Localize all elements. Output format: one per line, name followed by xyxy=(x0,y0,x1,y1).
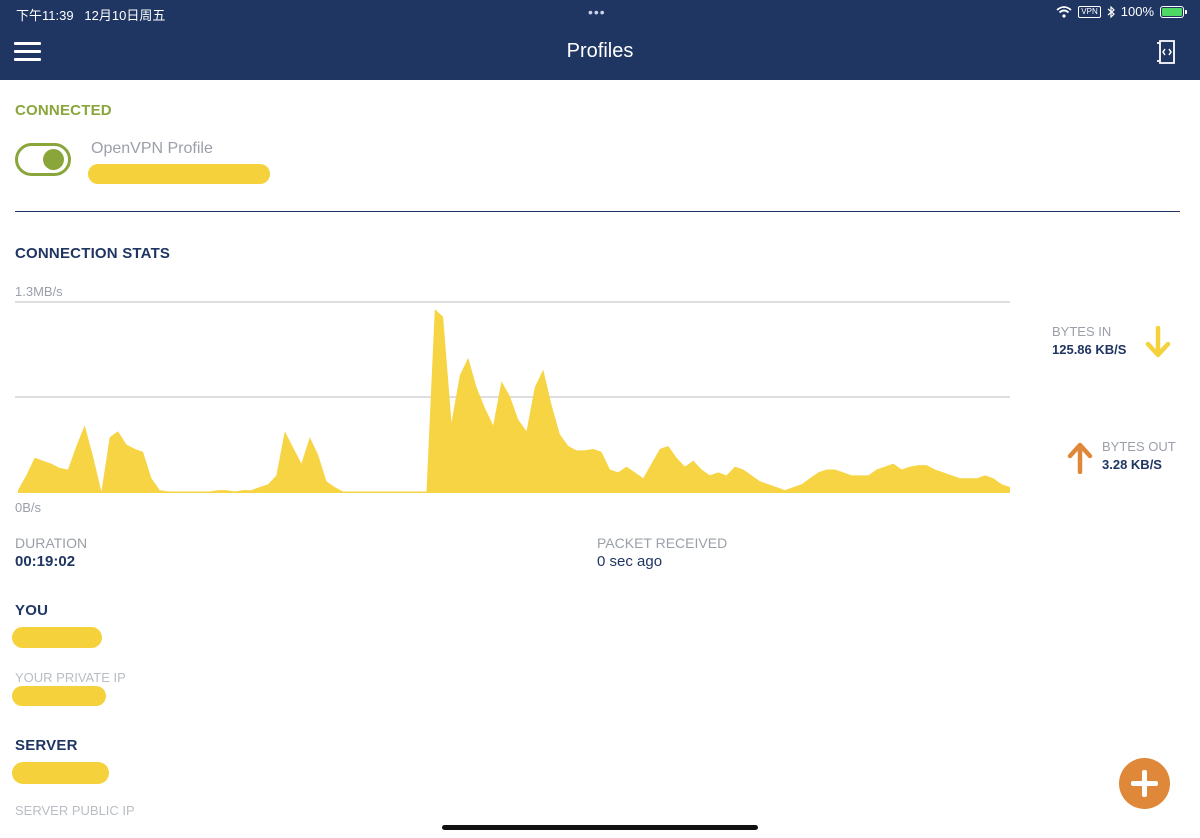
status-indicators: VPN 100% xyxy=(1056,4,1187,19)
server-public-ip-label: SERVER PUBLIC IP xyxy=(15,803,135,818)
battery-tip xyxy=(1185,9,1187,14)
status-time: 下午11:39 12月10日周五 xyxy=(16,5,165,24)
duration-label: DURATION xyxy=(15,535,88,551)
vpn-toggle[interactable] xyxy=(15,143,71,176)
y-min-label: 0B/s xyxy=(15,500,42,515)
bytes-out-label: BYTES OUT xyxy=(1102,439,1176,454)
log-icon[interactable] xyxy=(1154,39,1180,65)
bytes-in-area xyxy=(18,309,1010,493)
you-heading: YOU xyxy=(15,602,49,619)
menu-bar xyxy=(14,42,41,45)
time-text: 下午11:39 xyxy=(16,8,74,23)
multitask-dots[interactable]: ••• xyxy=(588,4,606,20)
bytes-out-value: 3.28 KB/S xyxy=(1102,457,1162,472)
y-max-label: 1.3MB/s xyxy=(15,284,63,299)
menu-bar xyxy=(14,58,41,61)
connection-stats-heading: CONNECTION STATS xyxy=(15,245,171,262)
home-indicator[interactable] xyxy=(442,825,758,830)
private-ip-label: YOUR PRIVATE IP xyxy=(15,670,126,685)
traffic-chart: 1.3MB/s 0B/s xyxy=(15,284,1010,515)
redacted-private-ip xyxy=(12,686,106,706)
battery-level xyxy=(1162,7,1182,16)
redacted-server-name xyxy=(12,762,109,784)
divider xyxy=(15,211,1180,212)
arrow-down-icon xyxy=(1145,326,1171,358)
date-text: 12月10日周五 xyxy=(84,8,166,23)
profile-label: OpenVPN Profile xyxy=(91,140,213,157)
redacted-you-name xyxy=(12,627,102,648)
packet-received-label: PACKET RECEIVED xyxy=(597,535,728,551)
connection-status: CONNECTED xyxy=(15,102,112,119)
redacted-profile-name xyxy=(88,164,270,184)
toggle-knob xyxy=(43,149,64,170)
menu-bar xyxy=(14,50,41,53)
vpn-badge: VPN xyxy=(1078,5,1101,18)
wifi-icon xyxy=(1056,5,1072,18)
hamburger-menu-icon[interactable] xyxy=(14,40,42,62)
bytes-in-label: BYTES IN xyxy=(1052,324,1112,339)
app-header: 下午11:39 12月10日周五 ••• VPN 100% Profiles xyxy=(0,0,1200,80)
bluetooth-icon xyxy=(1107,5,1115,18)
duration-value: 00:19:02 xyxy=(15,553,76,570)
battery-icon xyxy=(1160,5,1187,18)
page-title: Profiles xyxy=(566,40,634,62)
bytes-in-value: 125.86 KB/S xyxy=(1052,342,1127,357)
server-heading: SERVER xyxy=(15,737,78,754)
packet-received-value: 0 sec ago xyxy=(597,553,663,570)
battery-percent: 100% xyxy=(1120,4,1154,19)
arrow-up-icon xyxy=(1067,442,1093,474)
add-profile-button[interactable] xyxy=(1119,758,1170,809)
